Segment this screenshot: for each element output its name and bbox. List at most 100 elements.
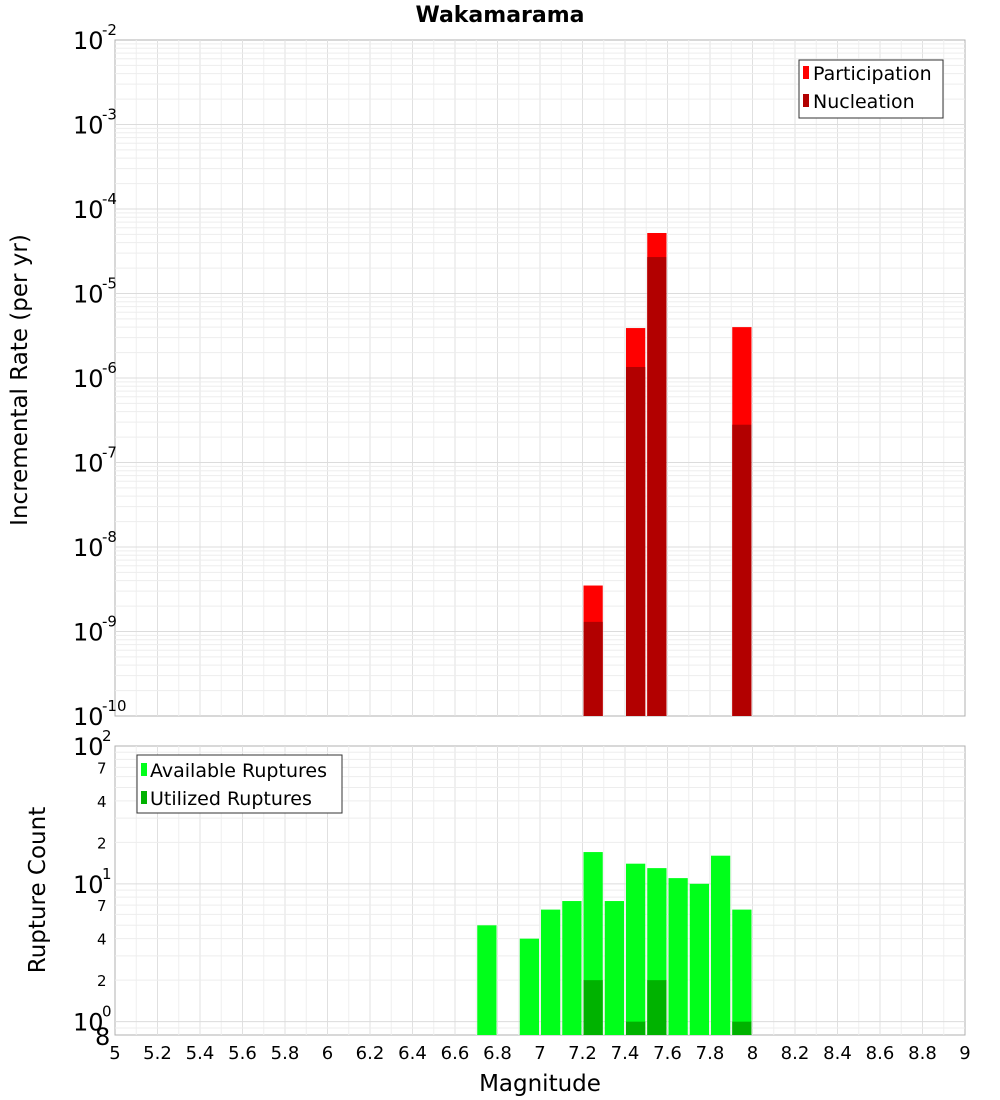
x-tick-labels: 5 5.2 5.4 5.6 5.8 6 6.2 6.4 6.6 6.8 7 7.2 7.4 7.6 7.8 8… [109, 1043, 970, 1064]
y-minor-tick-label: 4 [97, 931, 107, 949]
y-tick-base: 10 [73, 1009, 104, 1037]
y-tick-exponent: 1 [102, 865, 112, 883]
bar-utilized-ruptures [626, 1021, 646, 1035]
y-tick-base: 10 [73, 365, 104, 393]
x-tick-label: 6.8 [483, 1043, 512, 1064]
y-tick-base: 10 [73, 450, 104, 478]
x-tick-label: 5.4 [186, 1043, 215, 1064]
y-tick-label: 102 [73, 727, 112, 761]
y-tick-exponent: -4 [102, 190, 117, 208]
bar-nucleation [647, 257, 667, 716]
bottom-y-axis-label: Rupture Count [25, 807, 51, 973]
bar-available-ruptures [626, 863, 646, 1035]
x-tick-label: 7 [534, 1043, 545, 1064]
bottom-plot-bars [477, 852, 752, 1035]
top-legend-box [798, 59, 944, 119]
y-minor-tick-label: 7 [97, 897, 107, 915]
bar-available-ruptures [562, 901, 582, 1035]
bar-available-ruptures [711, 855, 731, 1035]
x-tick-label: 6.6 [441, 1043, 470, 1064]
top-plot-bars [583, 232, 752, 716]
top-legend: Participation Nucleation [798, 59, 944, 119]
y-tick-label: 100 [73, 1003, 112, 1037]
x-tick-label: 7.4 [611, 1043, 640, 1064]
y-tick-exponent: -7 [102, 444, 117, 462]
top-y-axis-label: Incremental Rate (per yr) [7, 234, 33, 526]
y-minor-tick-label: 2 [97, 834, 107, 852]
y-tick-base: 10 [73, 703, 104, 731]
y-tick-label: 10-6 [73, 359, 117, 393]
x-axis-label: Magnitude [479, 1071, 601, 1097]
y-minor-tick-label: 8 [95, 1023, 110, 1051]
y-tick-base: 10 [73, 281, 104, 309]
y-tick-exponent: -6 [102, 359, 117, 377]
x-tick-label: 5.2 [143, 1043, 172, 1064]
x-tick-label: 8.8 [908, 1043, 937, 1064]
y-tick-label: 10-8 [73, 528, 117, 562]
bar-utilized-ruptures [732, 1021, 752, 1035]
bar-nucleation [626, 366, 646, 716]
y-tick-label: 10-2 [73, 21, 117, 55]
bottom-legend: Available Ruptures Utilized Ruptures [136, 754, 343, 814]
legend-swatch-participation [803, 66, 809, 79]
bottom-legend-box [136, 754, 343, 814]
y-tick-exponent: -9 [102, 613, 117, 631]
y-minor-tick-label: 2 [97, 972, 107, 990]
chart-title: Wakamarama [415, 3, 584, 28]
x-tick-label: 8 [747, 1043, 758, 1064]
bar-available-ruptures [668, 878, 688, 1035]
y-tick-label: 10-4 [73, 190, 117, 224]
x-tick-label: 6 [322, 1043, 333, 1064]
x-tick-label: 5.8 [271, 1043, 300, 1064]
y-tick-label: 10-7 [73, 444, 117, 478]
x-tick-label: 5 [109, 1043, 120, 1064]
x-tick-label: 9 [959, 1043, 970, 1064]
bar-available-ruptures [477, 925, 497, 1035]
y-tick-label: 10-5 [73, 275, 117, 309]
y-tick-exponent: -2 [102, 21, 117, 39]
x-tick-label: 6.4 [398, 1043, 427, 1064]
bar-nucleation [583, 621, 603, 716]
bar-available-ruptures [732, 909, 752, 1035]
y-tick-exponent: -3 [102, 106, 117, 124]
y-tick-exponent: -5 [102, 275, 117, 293]
y-tick-exponent: -10 [102, 697, 127, 715]
x-tick-label: 7.8 [696, 1043, 725, 1064]
x-tick-label: 8.6 [866, 1043, 895, 1064]
y-tick-base: 10 [73, 196, 104, 224]
x-tick-label: 6.2 [356, 1043, 385, 1064]
bar-nucleation [732, 424, 752, 716]
legend-swatch-available [141, 763, 147, 776]
legend-swatch-utilized [141, 791, 147, 804]
y-tick-label: 10-10 [73, 697, 127, 731]
x-tick-label: 8.2 [781, 1043, 810, 1064]
bar-available-ruptures [519, 938, 539, 1035]
y-tick-base: 10 [73, 27, 104, 55]
legend-label-participation: Participation [813, 63, 932, 85]
y-tick-exponent: 2 [102, 727, 112, 745]
legend-label-nucleation: Nucleation [813, 91, 915, 113]
y-minor-tick-label: 7 [97, 759, 107, 777]
y-tick-base: 10 [73, 619, 104, 647]
bar-utilized-ruptures [583, 980, 603, 1035]
y-tick-base: 10 [73, 871, 104, 899]
y-tick-base: 10 [73, 112, 104, 140]
bar-available-ruptures [604, 901, 624, 1035]
x-tick-label: 7.2 [568, 1043, 597, 1064]
y-tick-base: 10 [73, 733, 104, 761]
legend-label-utilized: Utilized Ruptures [150, 788, 312, 810]
y-minor-tick-label: 4 [97, 793, 107, 811]
top-plot-grid [115, 40, 965, 716]
bar-available-ruptures [541, 909, 561, 1035]
bar-available-ruptures [689, 883, 709, 1035]
legend-label-available: Available Ruptures [150, 760, 327, 782]
y-tick-label: 10-3 [73, 106, 117, 140]
bar-utilized-ruptures [647, 980, 667, 1035]
x-tick-label: 8.4 [823, 1043, 852, 1064]
x-tick-label: 5.6 [228, 1043, 257, 1064]
y-tick-exponent: -8 [102, 528, 117, 546]
